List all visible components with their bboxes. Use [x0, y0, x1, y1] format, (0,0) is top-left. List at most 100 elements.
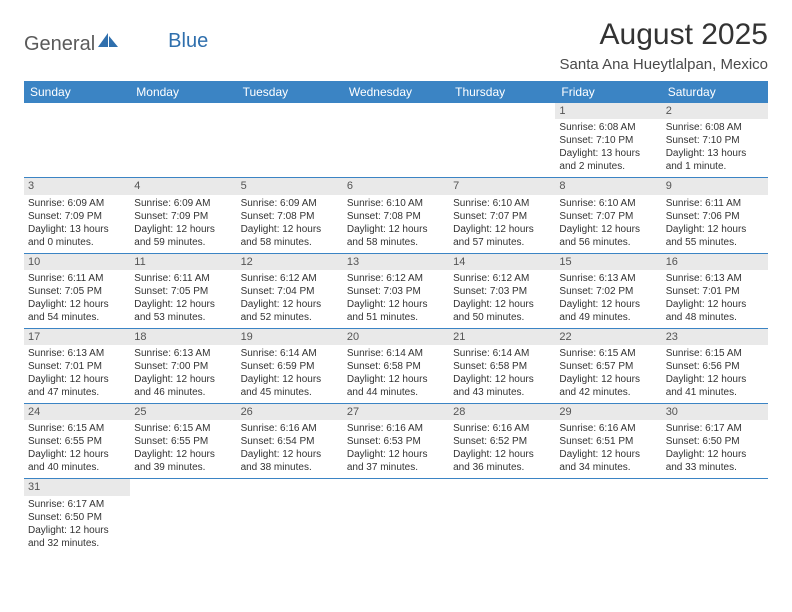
cell-line: Daylight: 12 hours [347, 448, 445, 461]
calendar-cell: 25Sunrise: 6:15 AMSunset: 6:55 PMDayligh… [130, 404, 236, 479]
cell-content: Sunrise: 6:13 AMSunset: 7:02 PMDaylight:… [555, 270, 661, 328]
calendar-cell [343, 479, 449, 554]
calendar-cell: 20Sunrise: 6:14 AMSunset: 6:58 PMDayligh… [343, 328, 449, 403]
cell-line: Sunrise: 6:16 AM [453, 422, 551, 435]
cell-line: Sunrise: 6:09 AM [134, 197, 232, 210]
cell-line: Sunset: 7:00 PM [134, 360, 232, 373]
cell-line: Daylight: 12 hours [134, 223, 232, 236]
cell-line: Sunrise: 6:15 AM [666, 347, 764, 360]
calendar-week-row: 17Sunrise: 6:13 AMSunset: 7:01 PMDayligh… [24, 328, 768, 403]
cell-line: Sunrise: 6:12 AM [347, 272, 445, 285]
day-number: 31 [24, 479, 130, 495]
day-number: 1 [555, 103, 661, 119]
cell-line: and 36 minutes. [453, 461, 551, 474]
calendar-cell [449, 479, 555, 554]
day-header: Sunday [24, 81, 130, 103]
cell-line: Sunrise: 6:08 AM [559, 121, 657, 134]
cell-content: Sunrise: 6:14 AMSunset: 6:59 PMDaylight:… [237, 345, 343, 403]
cell-line: Daylight: 12 hours [347, 223, 445, 236]
day-number: 16 [662, 254, 768, 270]
cell-line: Sunrise: 6:14 AM [241, 347, 339, 360]
cell-line: and 52 minutes. [241, 311, 339, 324]
cell-line: and 56 minutes. [559, 236, 657, 249]
cell-content: Sunrise: 6:16 AMSunset: 6:53 PMDaylight:… [343, 420, 449, 478]
header: General Blue August 2025 Santa Ana Hueyt… [24, 18, 768, 73]
cell-line: Sunrise: 6:16 AM [559, 422, 657, 435]
logo-text-general: General [24, 33, 95, 56]
logo: General Blue [24, 32, 208, 57]
cell-content: Sunrise: 6:15 AMSunset: 6:57 PMDaylight:… [555, 345, 661, 403]
day-number: 20 [343, 329, 449, 345]
day-number: 3 [24, 178, 130, 194]
cell-line: Sunrise: 6:17 AM [28, 498, 126, 511]
day-number: 2 [662, 103, 768, 119]
calendar-cell [130, 103, 236, 178]
cell-content: Sunrise: 6:15 AMSunset: 6:56 PMDaylight:… [662, 345, 768, 403]
cell-line: Sunset: 7:08 PM [241, 210, 339, 223]
cell-line: Sunset: 7:10 PM [666, 134, 764, 147]
calendar-week-row: 10Sunrise: 6:11 AMSunset: 7:05 PMDayligh… [24, 253, 768, 328]
cell-line: Sunrise: 6:13 AM [28, 347, 126, 360]
cell-line: Daylight: 12 hours [241, 373, 339, 386]
calendar-cell [449, 103, 555, 178]
cell-line: Sunset: 7:10 PM [559, 134, 657, 147]
day-header-row: SundayMondayTuesdayWednesdayThursdayFrid… [24, 81, 768, 103]
cell-content: Sunrise: 6:10 AMSunset: 7:07 PMDaylight:… [555, 195, 661, 253]
day-number: 8 [555, 178, 661, 194]
cell-line: Sunset: 7:06 PM [666, 210, 764, 223]
calendar-cell: 6Sunrise: 6:10 AMSunset: 7:08 PMDaylight… [343, 178, 449, 253]
calendar-cell [343, 103, 449, 178]
cell-line: Daylight: 12 hours [28, 448, 126, 461]
cell-line: Sunset: 6:59 PM [241, 360, 339, 373]
cell-line: and 33 minutes. [666, 461, 764, 474]
cell-line: Daylight: 13 hours [559, 147, 657, 160]
day-number: 14 [449, 254, 555, 270]
cell-content: Sunrise: 6:09 AMSunset: 7:09 PMDaylight:… [130, 195, 236, 253]
sail-icon [98, 32, 120, 55]
cell-line: Daylight: 13 hours [666, 147, 764, 160]
cell-line: Sunrise: 6:10 AM [453, 197, 551, 210]
cell-line: Sunrise: 6:11 AM [666, 197, 764, 210]
cell-line: and 59 minutes. [134, 236, 232, 249]
cell-line: Daylight: 12 hours [559, 373, 657, 386]
calendar-cell: 17Sunrise: 6:13 AMSunset: 7:01 PMDayligh… [24, 328, 130, 403]
cell-line: Sunset: 6:54 PM [241, 435, 339, 448]
cell-content: Sunrise: 6:12 AMSunset: 7:03 PMDaylight:… [449, 270, 555, 328]
cell-line: and 34 minutes. [559, 461, 657, 474]
cell-content: Sunrise: 6:14 AMSunset: 6:58 PMDaylight:… [343, 345, 449, 403]
cell-line: and 51 minutes. [347, 311, 445, 324]
cell-content: Sunrise: 6:16 AMSunset: 6:52 PMDaylight:… [449, 420, 555, 478]
calendar-cell [130, 479, 236, 554]
day-number: 22 [555, 329, 661, 345]
cell-line: Sunrise: 6:13 AM [666, 272, 764, 285]
location-text: Santa Ana Hueytlalpan, Mexico [560, 56, 768, 73]
calendar-cell: 9Sunrise: 6:11 AMSunset: 7:06 PMDaylight… [662, 178, 768, 253]
cell-line: Sunset: 7:01 PM [666, 285, 764, 298]
cell-line: Sunset: 7:01 PM [28, 360, 126, 373]
day-number: 9 [662, 178, 768, 194]
cell-line: Sunset: 6:58 PM [453, 360, 551, 373]
cell-line: Daylight: 12 hours [666, 373, 764, 386]
cell-content: Sunrise: 6:08 AMSunset: 7:10 PMDaylight:… [555, 119, 661, 177]
cell-content: Sunrise: 6:13 AMSunset: 7:01 PMDaylight:… [662, 270, 768, 328]
day-header: Monday [130, 81, 236, 103]
calendar-week-row: 1Sunrise: 6:08 AMSunset: 7:10 PMDaylight… [24, 103, 768, 178]
day-number: 27 [343, 404, 449, 420]
cell-line: Daylight: 12 hours [241, 298, 339, 311]
calendar-cell: 13Sunrise: 6:12 AMSunset: 7:03 PMDayligh… [343, 253, 449, 328]
calendar-cell: 12Sunrise: 6:12 AMSunset: 7:04 PMDayligh… [237, 253, 343, 328]
cell-content: Sunrise: 6:17 AMSunset: 6:50 PMDaylight:… [662, 420, 768, 478]
cell-line: Sunset: 7:03 PM [453, 285, 551, 298]
cell-line: Daylight: 12 hours [134, 373, 232, 386]
cell-line: Sunset: 7:05 PM [134, 285, 232, 298]
cell-content: Sunrise: 6:10 AMSunset: 7:08 PMDaylight:… [343, 195, 449, 253]
calendar-cell: 29Sunrise: 6:16 AMSunset: 6:51 PMDayligh… [555, 404, 661, 479]
cell-line: Sunset: 6:50 PM [666, 435, 764, 448]
calendar-cell [24, 103, 130, 178]
day-number: 10 [24, 254, 130, 270]
calendar-cell: 31Sunrise: 6:17 AMSunset: 6:50 PMDayligh… [24, 479, 130, 554]
cell-line: Daylight: 12 hours [559, 223, 657, 236]
cell-line: Sunset: 7:09 PM [134, 210, 232, 223]
day-number: 23 [662, 329, 768, 345]
cell-line: and 58 minutes. [347, 236, 445, 249]
